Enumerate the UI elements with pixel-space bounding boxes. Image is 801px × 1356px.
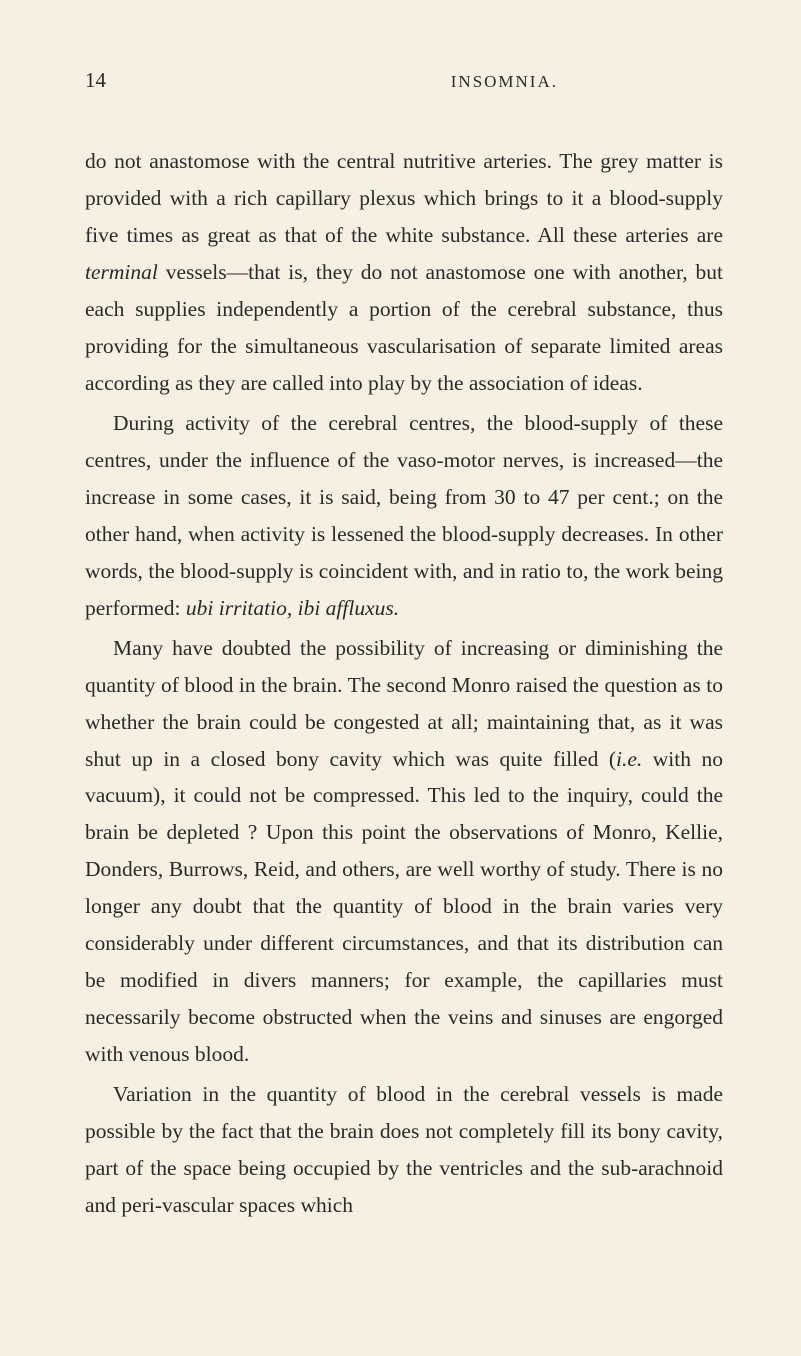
- paragraph: During activity of the cerebral centres,…: [85, 405, 723, 627]
- italic-text: terminal: [85, 260, 158, 284]
- paragraph: Many have doubted the possibility of inc…: [85, 630, 723, 1074]
- italic-text: ubi irritatio, ibi affluxus.: [186, 596, 399, 620]
- body-text-segment: do not anastomose with the central nutri…: [85, 149, 723, 247]
- body-text-segment: with no vacuum), it could not be compres…: [85, 747, 723, 1067]
- italic-text: i.e.: [616, 747, 642, 771]
- body-text-segment: Variation in the quantity of blood in th…: [85, 1082, 723, 1217]
- body-text-segment: vessels—that is, they do not anastomose …: [85, 260, 723, 395]
- body-text: do not anastomose with the central nutri…: [85, 143, 723, 1224]
- body-text-segment: During activity of the cerebral centres,…: [85, 411, 723, 620]
- page-header: 14 INSOMNIA.: [85, 68, 723, 93]
- paragraph: do not anastomose with the central nutri…: [85, 143, 723, 402]
- paragraph: Variation in the quantity of blood in th…: [85, 1076, 723, 1224]
- page-number: 14: [85, 68, 106, 93]
- running-head: INSOMNIA.: [451, 72, 558, 92]
